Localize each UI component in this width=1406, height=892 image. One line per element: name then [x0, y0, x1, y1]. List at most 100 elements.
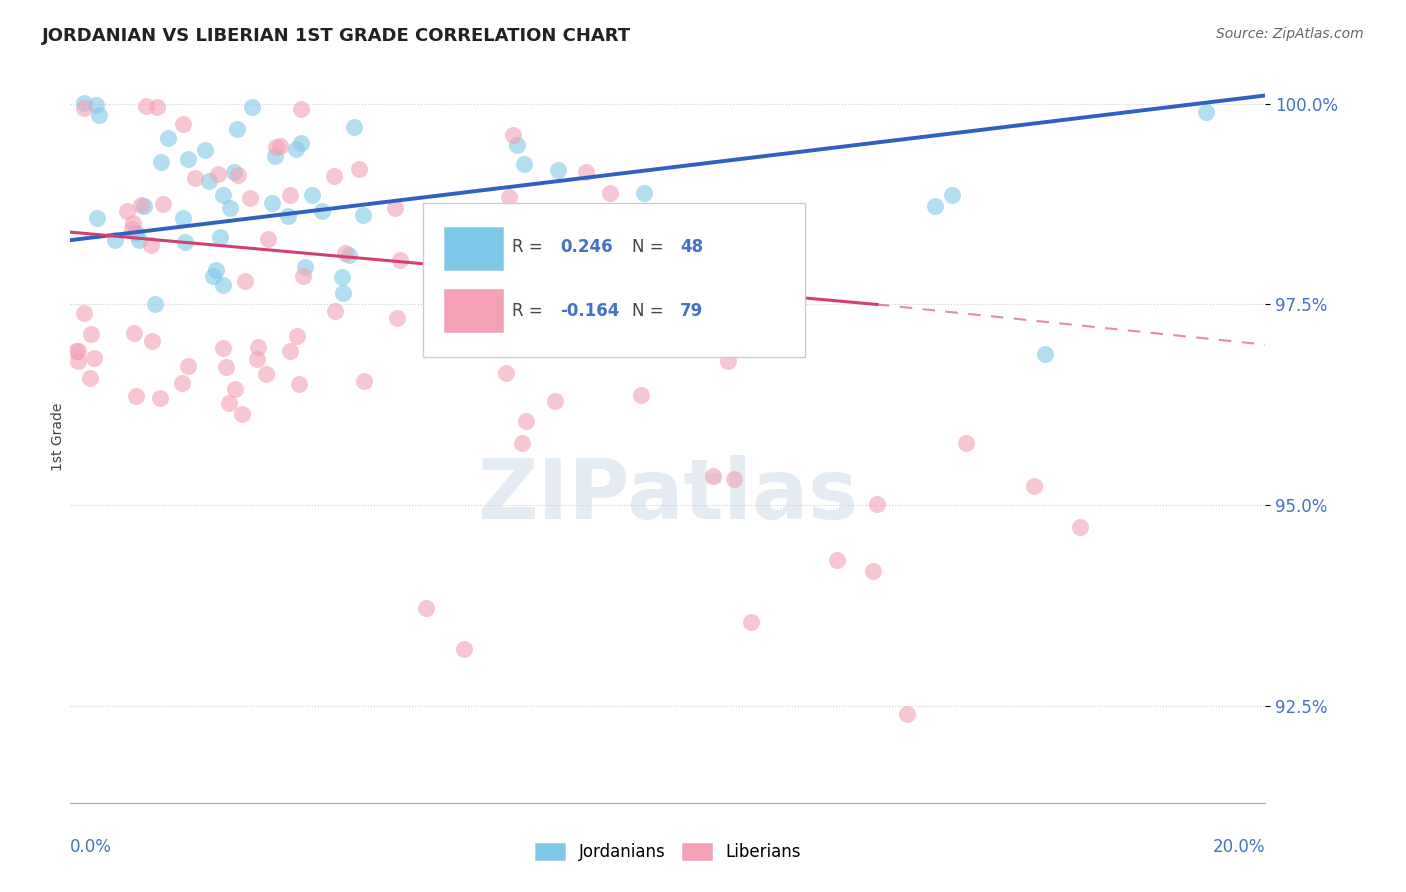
Point [194, 143, 217, 157]
Point [599, 186, 621, 201]
Point [415, 601, 437, 615]
Point [502, 128, 524, 142]
FancyBboxPatch shape [444, 289, 503, 333]
Point [717, 354, 740, 368]
Point [228, 168, 250, 182]
Point [322, 169, 344, 183]
Point [291, 268, 314, 283]
Point [83, 351, 105, 365]
Point [278, 343, 301, 358]
Point [285, 143, 308, 157]
Point [862, 564, 884, 578]
Point [474, 234, 496, 248]
Point [132, 199, 155, 213]
FancyBboxPatch shape [423, 203, 806, 357]
Point [384, 201, 406, 215]
Text: N =: N = [633, 238, 669, 256]
Point [231, 407, 253, 421]
Point [332, 270, 354, 285]
Point [141, 334, 163, 348]
Point [207, 167, 229, 181]
Point [172, 117, 194, 131]
Point [202, 268, 225, 283]
Point [146, 99, 169, 113]
Point [498, 189, 520, 203]
Point [277, 209, 299, 223]
Point [215, 360, 238, 375]
Point [333, 245, 356, 260]
Point [865, 497, 887, 511]
Point [170, 376, 193, 390]
Point [506, 138, 529, 153]
Point [218, 396, 240, 410]
Point [149, 154, 172, 169]
Point [389, 252, 412, 267]
Point [737, 318, 759, 332]
Point [125, 226, 148, 240]
Point [87, 108, 110, 122]
Point [264, 139, 287, 153]
Point [827, 553, 849, 567]
Point [152, 197, 174, 211]
Point [239, 191, 262, 205]
Point [453, 642, 475, 657]
Point [224, 382, 246, 396]
Point [115, 203, 138, 218]
Point [278, 188, 301, 202]
Point [544, 393, 567, 408]
Text: -0.164: -0.164 [561, 302, 620, 320]
Point [218, 201, 240, 215]
Point [174, 235, 197, 249]
Point [72, 95, 94, 110]
Y-axis label: 1st Grade: 1st Grade [51, 403, 65, 471]
Point [513, 157, 536, 171]
Point [352, 208, 374, 222]
Point [225, 121, 247, 136]
Point [702, 468, 724, 483]
Point [301, 187, 323, 202]
Point [723, 472, 745, 486]
Point [125, 389, 148, 403]
Point [211, 278, 233, 293]
Point [262, 195, 284, 210]
Point [332, 286, 354, 301]
Point [1022, 479, 1045, 493]
Point [197, 173, 219, 187]
Text: JORDANIAN VS LIBERIAN 1ST GRADE CORRELATION CHART: JORDANIAN VS LIBERIAN 1ST GRADE CORRELAT… [42, 27, 631, 45]
Point [337, 248, 360, 262]
Point [924, 199, 946, 213]
Point [205, 263, 228, 277]
Point [941, 187, 963, 202]
Point [86, 211, 108, 225]
Point [212, 188, 235, 202]
Point [325, 304, 347, 318]
Point [80, 326, 103, 341]
Legend: Jordanians, Liberians: Jordanians, Liberians [529, 836, 807, 868]
Text: 79: 79 [681, 302, 703, 320]
Point [495, 366, 517, 380]
Point [598, 220, 620, 235]
Text: 20.0%: 20.0% [1213, 838, 1265, 856]
Point [955, 435, 977, 450]
Point [143, 297, 166, 311]
Point [73, 101, 96, 115]
Point [630, 388, 652, 402]
Point [84, 97, 107, 112]
Point [129, 197, 152, 211]
Point [73, 306, 96, 320]
Point [233, 274, 256, 288]
Point [264, 149, 287, 163]
Point [121, 222, 143, 236]
Point [246, 340, 269, 354]
Point [128, 233, 150, 247]
Point [1069, 520, 1091, 534]
Point [122, 326, 145, 340]
Text: R =: R = [513, 302, 548, 320]
Point [184, 171, 207, 186]
Point [122, 216, 145, 230]
Point [257, 232, 280, 246]
Point [510, 436, 533, 450]
Point [541, 247, 564, 261]
Point [353, 374, 375, 388]
Point [104, 233, 127, 247]
